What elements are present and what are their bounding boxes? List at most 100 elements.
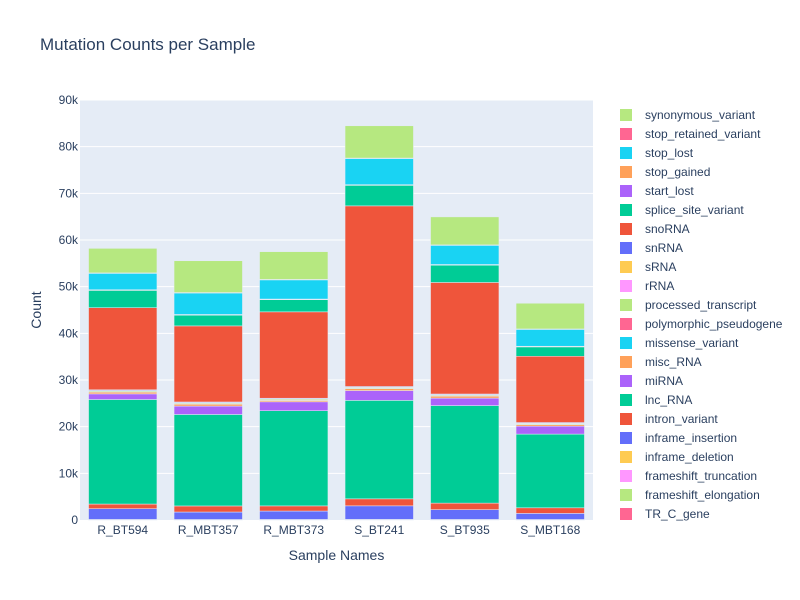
legend-swatch bbox=[620, 147, 632, 159]
legend-item[interactable]: polymorphic_pseudogene bbox=[620, 317, 783, 331]
bar-segment[interactable] bbox=[88, 248, 158, 274]
x-tick-labels: R_BT594 R_MBT357 R_MBT373 S_BT241 S_BT935 S_M… bbox=[97, 523, 580, 537]
bar-segment[interactable] bbox=[430, 502, 500, 510]
bar-segment[interactable] bbox=[88, 290, 158, 308]
legend-label: stop_gained bbox=[645, 165, 710, 179]
bar-segment[interactable] bbox=[88, 399, 158, 505]
bar-segment[interactable] bbox=[344, 125, 414, 159]
bar-segment[interactable] bbox=[173, 505, 243, 513]
bar-segment[interactable] bbox=[430, 395, 500, 399]
bar-segment[interactable] bbox=[430, 282, 500, 395]
bar-segment[interactable] bbox=[173, 292, 243, 315]
bar-segment[interactable] bbox=[259, 279, 329, 300]
bar-segment[interactable] bbox=[344, 158, 414, 185]
x-tick-label: S_BT935 bbox=[440, 523, 490, 537]
legend-swatch bbox=[620, 432, 632, 444]
bar-segment[interactable] bbox=[259, 299, 329, 313]
bar-segment[interactable] bbox=[173, 325, 243, 403]
bar-segment[interactable] bbox=[88, 508, 158, 520]
legend-item[interactable]: sRNA bbox=[620, 260, 676, 274]
bar-segment[interactable] bbox=[515, 329, 585, 347]
bar-segment[interactable] bbox=[344, 505, 414, 520]
legend-item[interactable]: stop_lost bbox=[620, 146, 694, 160]
x-tick-label: R_BT594 bbox=[97, 523, 148, 537]
bar-segment[interactable] bbox=[515, 507, 585, 514]
legend-item[interactable]: stop_retained_variant bbox=[620, 127, 761, 141]
bar-segment[interactable] bbox=[344, 388, 414, 391]
legend-item[interactable]: missense_variant bbox=[620, 336, 739, 350]
legend-swatch bbox=[620, 242, 632, 254]
bar-segment[interactable] bbox=[430, 405, 500, 504]
legend-item[interactable]: inframe_deletion bbox=[620, 450, 734, 464]
legend-label: misc_RNA bbox=[645, 355, 702, 369]
bar-segment[interactable] bbox=[430, 264, 500, 283]
y-axis-title: Count bbox=[28, 291, 44, 328]
bar-segment[interactable] bbox=[88, 393, 158, 400]
legend: synonymous_variant stop_retained_variants… bbox=[620, 108, 783, 521]
bar-segment[interactable] bbox=[430, 216, 500, 246]
legend-swatch bbox=[620, 204, 632, 216]
legend-swatch bbox=[620, 299, 632, 311]
legend-label: inframe_deletion bbox=[645, 450, 734, 464]
y-tick-label: 30k bbox=[59, 373, 79, 387]
x-tick-label: R_MBT373 bbox=[263, 523, 324, 537]
legend-swatch bbox=[620, 128, 632, 140]
bar-segment[interactable] bbox=[344, 498, 414, 507]
bar-segment[interactable] bbox=[173, 414, 243, 507]
legend-item[interactable]: start_lost bbox=[620, 184, 694, 198]
bar-segment[interactable] bbox=[430, 245, 500, 265]
bar-segment[interactable] bbox=[515, 302, 585, 330]
bar-segment[interactable] bbox=[88, 391, 158, 395]
bar-segment[interactable] bbox=[259, 311, 329, 399]
bar-segment[interactable] bbox=[515, 513, 585, 520]
legend-item[interactable]: frameshift_truncation bbox=[620, 469, 757, 483]
legend-label: inframe_insertion bbox=[645, 431, 737, 445]
bar-segment[interactable] bbox=[173, 314, 243, 327]
bar-segment[interactable] bbox=[430, 397, 500, 406]
y-tick-label: 10k bbox=[59, 466, 79, 480]
bar-segment[interactable] bbox=[259, 251, 329, 280]
bar-segment[interactable] bbox=[515, 425, 585, 435]
legend-swatch bbox=[620, 337, 632, 349]
bar-segment[interactable] bbox=[259, 410, 329, 507]
bar-segment[interactable] bbox=[173, 260, 243, 293]
legend-item[interactable]: snoRNA bbox=[620, 222, 690, 236]
legend-item[interactable]: splice_site_variant bbox=[620, 203, 744, 217]
legend-label: intron_variant bbox=[645, 412, 718, 426]
legend-item[interactable]: misc_RNA bbox=[620, 355, 702, 369]
bar-segment[interactable] bbox=[515, 355, 585, 423]
bar-segment[interactable] bbox=[259, 401, 329, 411]
legend-label: rRNA bbox=[645, 279, 674, 293]
legend-item[interactable]: frameshift_elongation bbox=[620, 488, 760, 502]
legend-item[interactable]: miRNA bbox=[620, 374, 683, 388]
legend-item[interactable]: lnc_RNA bbox=[620, 393, 692, 407]
bar-segment[interactable] bbox=[88, 273, 158, 290]
legend-item[interactable]: snRNA bbox=[620, 241, 683, 255]
bar-segment[interactable] bbox=[173, 511, 243, 520]
legend-label: snoRNA bbox=[645, 222, 690, 236]
bar-segment[interactable] bbox=[344, 400, 414, 500]
legend-item[interactable]: synonymous_variant bbox=[620, 108, 756, 122]
y-tick-label: 80k bbox=[59, 140, 79, 154]
y-tick-labels: 0 10k 20k 30k 40k 50k 60k 70k 80k 90k bbox=[59, 93, 79, 527]
bar-segment[interactable] bbox=[515, 433, 585, 509]
bar-segment[interactable] bbox=[88, 307, 158, 391]
legend-item[interactable]: rRNA bbox=[620, 279, 674, 293]
bar-segment[interactable] bbox=[344, 390, 414, 401]
bar-segment[interactable] bbox=[515, 346, 585, 357]
bar-segment[interactable] bbox=[173, 403, 243, 407]
legend-item[interactable]: TR_C_gene bbox=[620, 507, 710, 521]
legend-label: frameshift_elongation bbox=[645, 488, 760, 502]
bar-segment[interactable] bbox=[344, 205, 414, 387]
bar-segment[interactable] bbox=[259, 505, 329, 512]
bar-segment[interactable] bbox=[173, 405, 243, 415]
bar-segment[interactable] bbox=[259, 510, 329, 520]
legend-item[interactable]: processed_transcript bbox=[620, 298, 757, 312]
bar-segment[interactable] bbox=[88, 503, 158, 509]
legend-item[interactable]: intron_variant bbox=[620, 412, 718, 426]
bar-segment[interactable] bbox=[344, 185, 414, 207]
bar-segment[interactable] bbox=[430, 509, 500, 520]
legend-item[interactable]: inframe_insertion bbox=[620, 431, 737, 445]
legend-item[interactable]: stop_gained bbox=[620, 165, 710, 179]
